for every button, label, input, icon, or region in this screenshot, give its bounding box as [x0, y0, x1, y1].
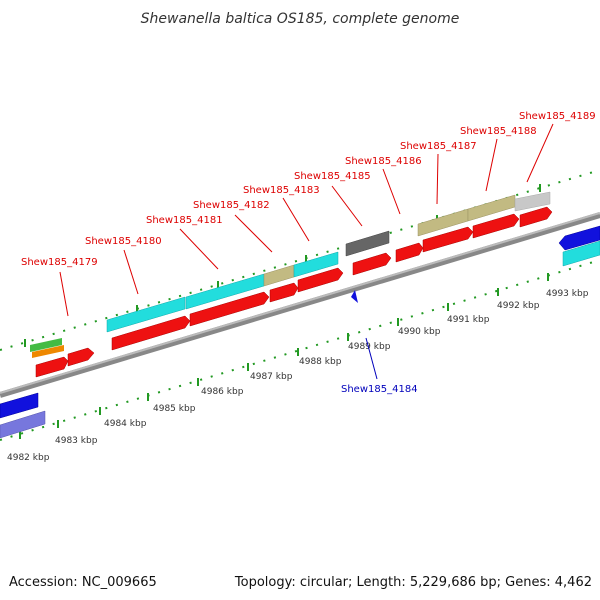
reverse-feature-row	[0, 225, 600, 439]
gene-arrow[interactable]	[422, 226, 474, 253]
genome-backbone	[0, 212, 600, 398]
gene-feature-grey[interactable]	[345, 230, 390, 257]
gene-arrow-reverse[interactable]	[558, 225, 600, 251]
gene-label[interactable]: Shew185_4185	[294, 171, 371, 182]
gene-feature-light-grey[interactable]	[514, 191, 551, 212]
accession-text: Accession: NC_009665	[9, 575, 157, 590]
gene-arrow[interactable]	[67, 347, 95, 367]
gene-label[interactable]: Shew185_4188	[460, 126, 537, 137]
gene-labels: Shew185_4179 Shew185_4180 Shew185_4181 S…	[21, 111, 596, 395]
gene-feature-green[interactable]	[30, 338, 62, 352]
kbp-label: 4987 kbp	[250, 372, 293, 382]
kbp-label: 4988 kbp	[299, 357, 342, 367]
kbp-label: 4985 kbp	[153, 404, 196, 414]
track-layer: 4982 kbp 4983 kbp 4984 kbp 4985 kbp 4986…	[0, 111, 600, 463]
gene-arrow[interactable]	[395, 242, 424, 263]
gene-arrow[interactable]	[472, 213, 520, 239]
gene-arrow[interactable]	[111, 315, 191, 351]
gene-feature-hypothetical[interactable]	[293, 251, 339, 278]
gene-arrow[interactable]	[352, 252, 392, 276]
gene-label[interactable]: Shew185_4189	[519, 111, 596, 122]
gene-arrow-reverse-small[interactable]	[351, 290, 358, 303]
kbp-label: 4992 kbp	[497, 301, 540, 311]
gene-label[interactable]: Shew185_4179	[21, 257, 98, 268]
kbp-label: 4991 kbp	[447, 315, 490, 325]
kbp-label: 4982 kbp	[7, 453, 50, 463]
map-title: Shewanella baltica OS185, complete genom…	[141, 11, 460, 27]
kbp-labels: 4982 kbp 4983 kbp 4984 kbp 4985 kbp 4986…	[7, 289, 589, 463]
gene-label[interactable]: Shew185_4182	[193, 200, 270, 211]
gene-arrow[interactable]	[35, 356, 69, 378]
callout-line-reverse	[365, 337, 378, 380]
gene-label[interactable]: Shew185_4181	[146, 215, 223, 226]
kbp-label: 4983 kbp	[55, 436, 98, 446]
gene-arrow[interactable]	[189, 291, 270, 327]
gene-feature-khaki[interactable]	[263, 264, 295, 287]
gene-label[interactable]: Shew185_4187	[400, 141, 477, 152]
gene-feature-orange[interactable]	[32, 345, 64, 358]
gene-feature-hypothetical[interactable]	[106, 296, 186, 333]
gene-arrow[interactable]	[269, 282, 299, 303]
gene-label[interactable]: Shew185_4186	[345, 156, 422, 167]
callout-lines	[59, 123, 554, 317]
gene-arrow[interactable]	[519, 206, 553, 228]
cds-row	[35, 206, 553, 378]
gene-label[interactable]: Shew185_4183	[243, 185, 320, 196]
gene-arrow[interactable]	[297, 267, 344, 293]
gene-feature-hypothetical[interactable]	[562, 240, 600, 267]
kbp-label: 4993 kbp	[546, 289, 589, 299]
outer-feature-row	[30, 191, 551, 358]
kbp-label: 4990 kbp	[398, 327, 441, 337]
gene-arrow-reverse[interactable]	[0, 392, 39, 419]
inner-major-ticks	[19, 273, 549, 439]
kbp-label: 4989 kbp	[348, 342, 391, 352]
gene-label[interactable]: Shew185_4180	[85, 236, 162, 247]
genome-backbone-highlight	[0, 212, 600, 394]
gene-feature-slate[interactable]	[0, 410, 46, 439]
gene-label[interactable]: Shew185_4184	[341, 384, 418, 395]
kbp-label: 4986 kbp	[201, 387, 244, 397]
topology-summary: Topology: circular; Length: 5,229,686 bp…	[234, 575, 592, 590]
kbp-label: 4984 kbp	[104, 419, 147, 429]
